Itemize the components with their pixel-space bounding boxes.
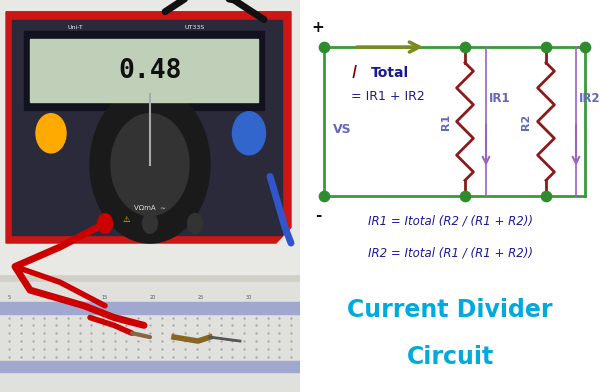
Circle shape bbox=[143, 214, 157, 233]
Polygon shape bbox=[6, 12, 291, 243]
Circle shape bbox=[111, 114, 189, 216]
Text: 0.48: 0.48 bbox=[118, 58, 182, 83]
Point bbox=[460, 193, 470, 199]
Text: IR1: IR1 bbox=[489, 91, 511, 105]
Polygon shape bbox=[0, 282, 300, 392]
Text: Total: Total bbox=[371, 65, 409, 80]
Text: R2: R2 bbox=[521, 113, 532, 130]
Text: $\mathit{I}$: $\mathit{I}$ bbox=[351, 64, 358, 82]
Circle shape bbox=[187, 214, 203, 233]
Text: VΩmA  ∼: VΩmA ∼ bbox=[134, 205, 166, 211]
Text: VS: VS bbox=[333, 123, 352, 136]
Point bbox=[319, 193, 329, 199]
Text: IR1 = Itotal (R2 / (R1 + R2)): IR1 = Itotal (R2 / (R1 + R2)) bbox=[367, 215, 533, 228]
Text: 15: 15 bbox=[102, 296, 108, 300]
Text: -: - bbox=[315, 208, 321, 223]
Point bbox=[460, 44, 470, 50]
Polygon shape bbox=[12, 20, 282, 235]
Text: Uni-T: Uni-T bbox=[67, 25, 83, 30]
Polygon shape bbox=[0, 361, 300, 372]
Polygon shape bbox=[24, 31, 264, 110]
Text: ⚠: ⚠ bbox=[122, 215, 130, 224]
Point bbox=[319, 44, 329, 50]
Polygon shape bbox=[0, 0, 300, 392]
Text: 30: 30 bbox=[246, 296, 252, 300]
Circle shape bbox=[90, 86, 210, 243]
Text: UT33S: UT33S bbox=[185, 25, 205, 30]
Text: 25: 25 bbox=[198, 296, 204, 300]
Text: Circuit: Circuit bbox=[406, 345, 494, 369]
Circle shape bbox=[233, 112, 265, 155]
Text: 10: 10 bbox=[54, 296, 60, 300]
Text: 20: 20 bbox=[150, 296, 156, 300]
Text: IR2: IR2 bbox=[579, 91, 600, 105]
Text: Current Divider: Current Divider bbox=[347, 298, 553, 322]
Point bbox=[541, 193, 551, 199]
Text: = IR1 + IR2: = IR1 + IR2 bbox=[351, 89, 425, 103]
Text: IR2 = Itotal (R1 / (R1 + R2)): IR2 = Itotal (R1 / (R1 + R2)) bbox=[367, 246, 533, 260]
Point bbox=[580, 44, 590, 50]
Point bbox=[541, 44, 551, 50]
Text: R1: R1 bbox=[440, 113, 451, 130]
Polygon shape bbox=[30, 39, 258, 102]
Polygon shape bbox=[0, 302, 300, 314]
Text: +: + bbox=[311, 20, 325, 35]
Circle shape bbox=[36, 114, 66, 153]
Polygon shape bbox=[0, 0, 300, 274]
Circle shape bbox=[97, 214, 113, 233]
Text: 5: 5 bbox=[7, 296, 11, 300]
